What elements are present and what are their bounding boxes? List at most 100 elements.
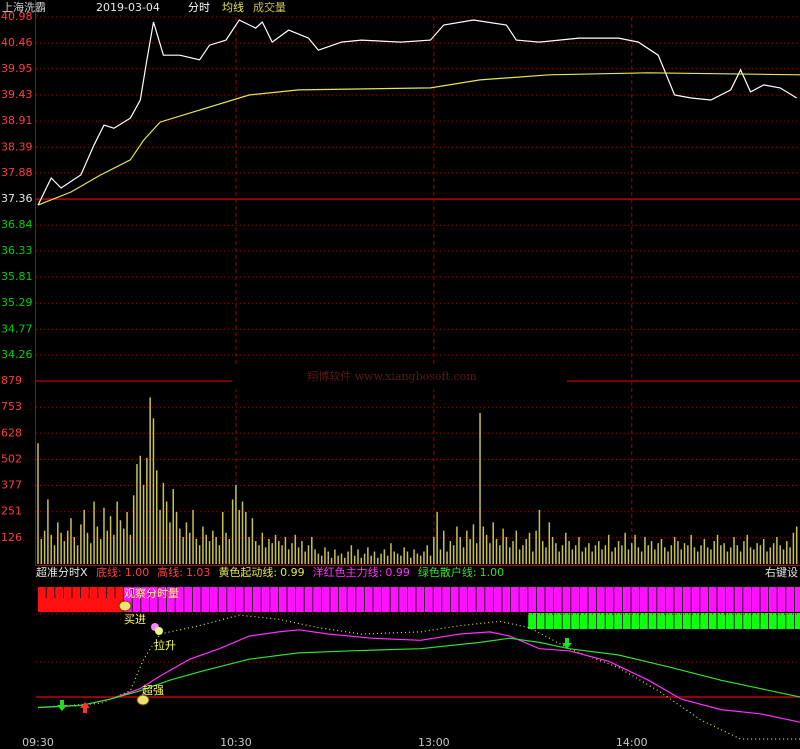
signal-block <box>743 587 751 612</box>
volume-bar <box>159 509 161 564</box>
volume-bar <box>489 543 491 564</box>
signal-block <box>743 613 751 629</box>
volume-bar <box>795 526 798 564</box>
signal-block <box>330 587 339 612</box>
volume-bar <box>142 484 145 564</box>
volume-bar <box>334 549 336 564</box>
signal-block <box>777 613 786 629</box>
volume-bar <box>245 511 247 564</box>
volume-bar <box>558 551 560 564</box>
signal-block <box>622 587 631 612</box>
volume-bar <box>185 522 188 564</box>
volume-bar <box>238 509 240 564</box>
volume-bar <box>357 549 359 564</box>
signal-block <box>640 587 648 612</box>
volume-bar <box>782 549 785 564</box>
signal-block <box>235 587 244 612</box>
signal-block <box>622 613 631 629</box>
volume-bar <box>235 484 237 564</box>
signal-block <box>287 587 296 612</box>
legend-entry: 高线: <box>157 565 183 579</box>
volume-bar <box>726 551 729 564</box>
signal-block <box>184 587 192 612</box>
signal-block <box>399 587 407 612</box>
signal-block <box>364 587 373 612</box>
volume-bar <box>304 551 306 564</box>
volume-bar <box>436 511 438 564</box>
y-tick-label: 35.81 <box>1 270 33 283</box>
volume-bar <box>221 511 224 564</box>
signal-block <box>691 587 700 612</box>
volume-bar <box>462 547 465 564</box>
annotation: 观察分时量 <box>124 586 179 600</box>
volume-bar <box>446 551 448 564</box>
volume-bar <box>762 539 765 564</box>
annotation: 超强 <box>142 683 164 697</box>
volume-bar <box>383 549 386 564</box>
volume-bar <box>561 545 564 564</box>
volume-bar <box>192 509 194 564</box>
legend-entry: 黄色起动线: <box>218 565 277 579</box>
volume-bar <box>208 541 211 564</box>
volume-bar <box>396 553 399 564</box>
volume-bar <box>152 418 155 564</box>
legend-entry: 分时 <box>188 1 210 14</box>
volume-bar <box>631 543 633 564</box>
signal-block <box>175 587 184 612</box>
volume-bar <box>700 545 702 564</box>
y-tick-label: 38.91 <box>1 114 33 127</box>
signal-block <box>468 587 476 612</box>
volume-bar <box>284 536 287 564</box>
signal-block <box>511 587 519 612</box>
volume-bar <box>314 549 316 564</box>
y-tick-label: 35.29 <box>1 296 33 309</box>
volume-bar <box>410 557 412 564</box>
signal-block <box>562 613 571 629</box>
volume-bar <box>499 545 501 564</box>
annotation: 拉升 <box>154 638 176 652</box>
legend-value: 1.00 <box>125 566 150 579</box>
signal-block <box>536 613 545 629</box>
series-line <box>37 629 800 723</box>
volume-bar <box>43 530 46 564</box>
volume-bar <box>340 553 343 564</box>
volume-bar <box>713 541 715 564</box>
volume-bar <box>393 551 396 564</box>
signal-block <box>657 613 665 629</box>
volume-bar <box>640 551 643 564</box>
signal-block <box>794 587 800 612</box>
volume-bar <box>565 532 567 564</box>
volume-bar <box>472 524 475 564</box>
volume-bar <box>716 534 719 564</box>
y-tick-label: 628 <box>1 426 22 439</box>
signal-block <box>794 613 800 629</box>
volume-bar <box>416 553 419 564</box>
volume-bar <box>40 539 43 564</box>
volume-bar <box>264 547 267 564</box>
signal-block <box>640 613 648 629</box>
volume-bar <box>86 532 89 564</box>
volume-bar <box>683 543 686 564</box>
volume-bar <box>753 549 755 564</box>
signal-block <box>132 587 141 612</box>
volume-bar <box>611 551 613 564</box>
signal-block <box>605 613 614 629</box>
volume-bar <box>776 536 778 564</box>
volume-bar <box>317 553 320 564</box>
arrow-icon <box>80 702 90 713</box>
watermark-bg <box>232 365 567 389</box>
legend-entry: 成交量 <box>253 0 286 14</box>
volume-bar <box>60 532 62 564</box>
signal-block <box>390 587 399 612</box>
volume-bar <box>680 549 682 564</box>
volume-bar <box>73 536 76 564</box>
y-tick-label: 38.39 <box>1 140 33 153</box>
signal-block <box>545 587 554 612</box>
signal-block <box>605 587 614 612</box>
signal-block <box>648 613 657 629</box>
volume-bar <box>528 532 531 564</box>
volume-bar <box>268 539 270 564</box>
volume-bar <box>106 530 109 564</box>
volume-bar <box>307 545 310 564</box>
